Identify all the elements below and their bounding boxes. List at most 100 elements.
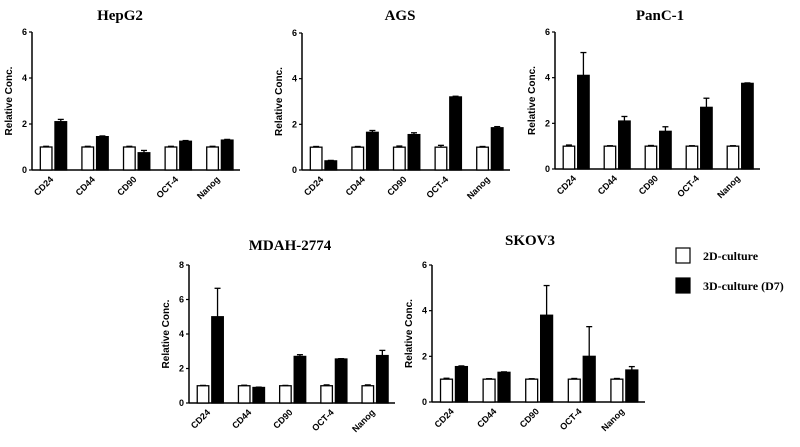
bar-3d [490,127,504,171]
bar-2d [439,378,454,403]
y-axis-label: Relative Conc. [4,66,15,135]
bar-2d [81,146,95,171]
y-axis-label: Relative Conc. [274,67,285,136]
bar-3d [375,354,389,404]
bar-3d [95,135,109,171]
bar-2d [361,385,375,404]
x-tick-label: CD44 [475,406,498,429]
panel-ags: AGS 0 2 4 6 Relative Conc. CD24 CD44 CD90 OCT-4 Na… [274,8,510,201]
x-tick-label: CD24 [433,406,456,429]
bar-3d [211,316,224,404]
bar-3d [700,106,713,170]
bar-2d [562,145,576,170]
bar-3d [365,131,379,171]
x-tick-label: OCT-4 [154,174,180,200]
y-tick-label: 0 [292,165,297,175]
bar-2d [122,146,136,171]
bar-3d [659,130,672,170]
y-axis-label: Relative Conc. [404,299,415,368]
x-tick-label: CD44 [596,173,619,196]
bar-2d [476,146,490,171]
y-tick-label: 4 [22,73,27,83]
x-tick-label: CD90 [518,406,541,429]
bar-3d [220,139,234,171]
x-tick-label: CD90 [115,174,138,197]
x-tick-label: Nanog [715,173,742,200]
legend-swatch [675,277,691,294]
bar-2d [206,146,220,171]
panel-hepg2: HepG2 0 2 4 6 Relative Conc. CD24 CD44 CD90 OCT-4… [4,8,240,201]
x-tick-label: CD44 [344,174,367,197]
bar-2d [644,145,658,170]
bar-2d [434,146,448,171]
y-tick-label: 0 [422,397,427,407]
bar-2d [196,385,210,404]
y-tick-label: 4 [179,329,184,339]
y-tick-label: 0 [545,164,550,174]
y-tick-label: 2 [22,119,27,129]
y-tick-label: 8 [179,260,184,270]
y-tick-label: 6 [22,27,27,37]
y-tick-label: 6 [179,295,184,305]
x-tick-label: CD24 [302,174,325,197]
x-tick-label: OCT-4 [558,406,584,432]
y-tick-label: 2 [545,118,550,128]
bar-3d [54,121,68,171]
bar-2d [351,146,365,171]
y-tick-label: 0 [22,165,27,175]
y-tick-label: 0 [179,398,184,408]
bar-2d [482,378,496,403]
x-tick-label: Nanog [350,407,377,434]
bar-3d [454,365,469,403]
y-tick-label: 6 [545,27,550,37]
bar-3d [741,82,754,170]
bar-2d [309,146,323,171]
bar-3d [497,371,511,403]
x-tick-label: Nanog [465,174,492,201]
x-tick-label: OCT-4 [675,173,701,199]
bar-3d [539,314,554,403]
x-tick-label: Nanog [195,174,222,201]
x-tick-label: Nanog [599,406,626,433]
panel-title: PanC-1 [636,8,684,24]
bar-2d [39,146,53,171]
y-tick-label: 6 [422,260,427,270]
panel-panc-1: PanC-1 0 2 4 6 Relative Conc. CD24 CD44 CD90 OCT-… [527,8,760,200]
legend-label: 3D-culture (D7) [703,279,784,293]
bar-3d [293,355,307,404]
bar-3d [137,152,151,171]
y-tick-label: 4 [292,74,297,84]
bar-2d [320,385,334,404]
panel-title: SKOV3 [505,233,555,249]
bar-3d [179,140,193,171]
y-axis-label: Relative Conc. [161,299,172,368]
y-tick-label: 2 [292,119,297,129]
x-tick-label: OCT-4 [424,174,450,200]
y-tick-label: 2 [422,351,427,361]
y-tick-label: 6 [292,28,297,38]
bar-2d [726,145,740,170]
y-tick-label: 2 [179,364,184,374]
x-tick-label: CD90 [385,174,408,197]
bar-3d [618,120,631,170]
x-tick-label: CD24 [32,174,55,197]
x-tick-label: CD90 [637,173,660,196]
y-tick-label: 4 [545,73,550,83]
y-axis-label: Relative Conc. [527,66,538,135]
panel-title: MDAH-2774 [249,238,332,254]
bar-2d [610,378,624,403]
bar-2d [685,145,699,170]
x-tick-label: CD24 [189,407,212,430]
bar-2d [567,378,581,403]
bar-2d [392,146,406,171]
legend-label: 2D-culture [703,249,759,263]
x-tick-label: CD44 [74,174,97,197]
panel-title: AGS [385,8,416,24]
x-tick-label: CD24 [555,173,578,196]
legend: 2D-culture 3D-culture (D7) [675,247,784,294]
bar-2d [237,385,251,404]
x-tick-label: CD44 [230,407,253,430]
bar-3d [449,96,463,171]
bar-3d [252,386,266,404]
panel-skov3: SKOV3 0 2 4 6 Relative Conc. CD24 CD44 CD90 OCT-4… [404,233,645,433]
